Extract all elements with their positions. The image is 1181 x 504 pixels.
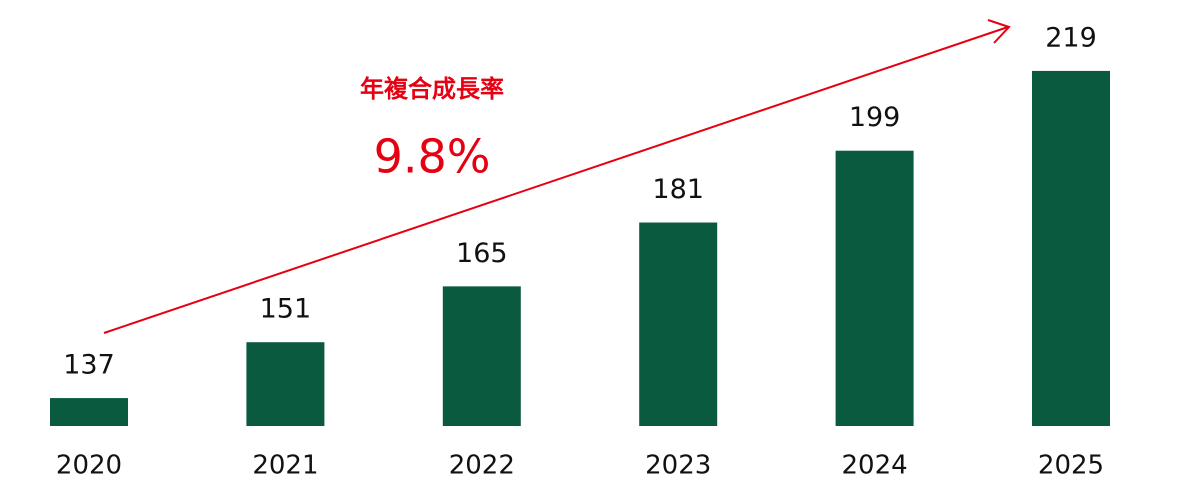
- bar: [246, 342, 325, 426]
- value-label: 151: [260, 294, 312, 325]
- bar: [1032, 70, 1110, 426]
- bar: [50, 398, 128, 426]
- value-label: 165: [456, 238, 508, 269]
- x-tick-label: 2023: [645, 451, 711, 481]
- x-tick-label: 2020: [56, 451, 122, 481]
- x-tick-label: 2021: [252, 451, 318, 481]
- value-label: 137: [63, 350, 115, 381]
- value-label: 199: [849, 102, 901, 133]
- arrow-head: [987, 19, 1011, 44]
- annotation-value: 9.8%: [374, 130, 491, 184]
- value-label: 219: [1045, 22, 1097, 53]
- x-tick-label: 2025: [1038, 451, 1104, 481]
- x-tick-label: 2024: [842, 451, 908, 481]
- bar: [835, 150, 914, 426]
- trend-arrow: [103, 26, 1009, 334]
- value-label: 181: [652, 174, 704, 205]
- bar: [442, 286, 521, 426]
- bar: [639, 222, 718, 426]
- annotation-label: 年複合成長率: [360, 75, 504, 103]
- x-tick-label: 2022: [449, 451, 515, 481]
